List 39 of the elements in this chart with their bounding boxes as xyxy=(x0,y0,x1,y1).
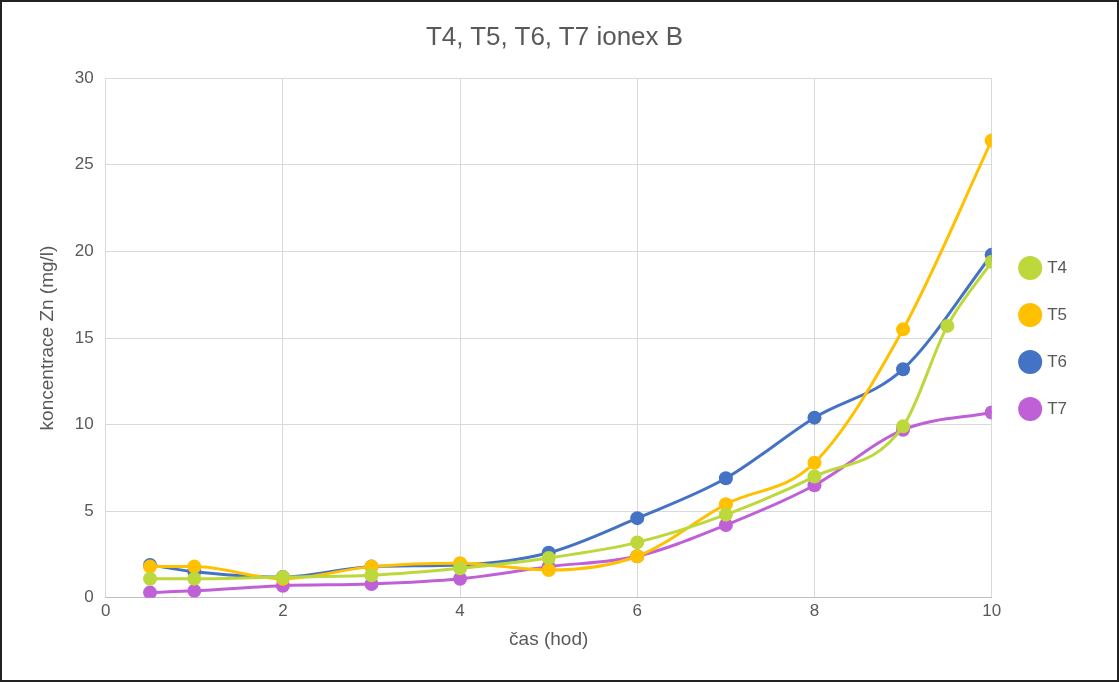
point xyxy=(143,571,158,586)
point xyxy=(896,362,911,377)
x-axis-title: čas (hod) xyxy=(509,627,589,649)
y-tick-label: 15 xyxy=(74,327,94,347)
point xyxy=(453,561,468,576)
point xyxy=(718,471,733,486)
x-tick-label: 2 xyxy=(278,600,288,620)
point xyxy=(541,563,556,578)
point xyxy=(143,585,158,598)
legend-label: T5 xyxy=(1047,304,1067,324)
point xyxy=(807,469,822,484)
legend-label: T7 xyxy=(1047,398,1067,418)
legend-label: T6 xyxy=(1047,351,1067,371)
y-tick-label: 5 xyxy=(84,500,94,520)
point xyxy=(807,410,822,425)
point xyxy=(718,507,733,522)
point xyxy=(187,571,202,586)
y-tick-label: 25 xyxy=(74,154,94,174)
y-axis-title: koncentrace Zn (mg/l) xyxy=(35,245,57,431)
point xyxy=(896,322,911,337)
point xyxy=(187,559,202,574)
point xyxy=(630,535,645,550)
point xyxy=(364,568,379,583)
x-tick-label: 10 xyxy=(982,600,1002,620)
x-tick-label: 0 xyxy=(100,600,111,620)
chart-title: T4, T5, T6, T7 ionex B xyxy=(425,20,684,51)
y-tick-label: 30 xyxy=(74,67,94,87)
legend-label: T4 xyxy=(1047,257,1067,277)
y-tick-label: 10 xyxy=(74,414,94,434)
point xyxy=(807,455,822,470)
point xyxy=(541,550,556,565)
y-tick-label: 20 xyxy=(74,241,94,261)
x-tick-label: 8 xyxy=(809,600,820,620)
point xyxy=(187,583,202,598)
x-tick-label: 6 xyxy=(632,600,643,620)
point xyxy=(940,318,955,333)
y-tick-label: 0 xyxy=(84,587,94,607)
point xyxy=(630,511,645,526)
x-tick-label: 4 xyxy=(455,600,465,620)
